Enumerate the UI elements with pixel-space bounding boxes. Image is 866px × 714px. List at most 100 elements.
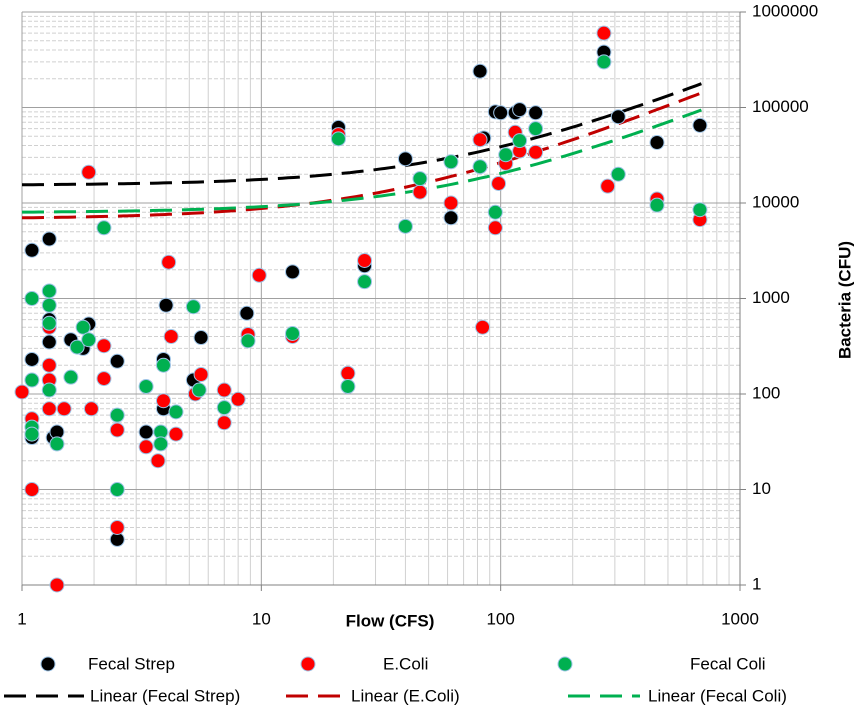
legend-label: Linear (Fecal Coli) [648,686,787,705]
point [443,195,459,211]
point [285,264,301,280]
point [109,520,125,536]
trendline [22,91,702,220]
point [41,334,57,350]
x-axis-label: Flow (CFS) [346,611,435,630]
point [251,267,267,283]
point [109,407,125,423]
point [493,105,509,121]
point [596,54,612,70]
point [150,453,166,469]
point [443,154,459,170]
point [138,424,154,440]
point [491,176,507,192]
legend-label: Linear (Fecal Strep) [90,686,240,705]
legend-label: Fecal Coli [690,654,766,673]
y-tick-label: 1000 [752,288,790,307]
point [472,63,488,79]
point [49,436,65,452]
point [191,382,207,398]
point [153,436,169,452]
legend-label: Linear (E.Coli) [351,686,460,705]
point [96,371,112,387]
point [158,297,174,313]
point [357,274,373,290]
point [63,369,79,385]
point [24,291,40,306]
point [475,319,491,335]
point [472,132,488,148]
point [138,378,154,394]
point [357,252,373,268]
point [109,353,125,369]
point [610,166,626,182]
point [41,283,57,299]
point [340,378,356,394]
point [41,231,57,247]
x-tick-label: 10 [252,609,271,628]
point [649,135,665,151]
point [24,372,40,388]
legend-marker [557,656,573,672]
point [193,367,209,383]
legend-marker [300,656,316,672]
point [75,319,91,335]
point [24,351,40,367]
point [96,338,112,354]
point [498,147,514,163]
x-tick-label: 1 [17,609,26,628]
point [239,305,255,321]
point [487,204,503,220]
point [528,121,544,137]
point [168,404,184,420]
point [109,482,125,497]
point [443,210,459,226]
x-tick-label: 100 [486,609,514,628]
point [412,171,428,187]
point [14,384,30,400]
point [138,439,154,455]
point [412,184,428,200]
point [96,220,112,236]
point [56,401,72,417]
point [472,159,488,175]
point [216,400,232,416]
point [285,326,301,342]
point [512,133,528,149]
point [230,391,246,407]
y-tick-label: 10000 [752,192,799,211]
point [649,197,665,213]
x-tick-label: 1000 [721,609,759,628]
point [24,426,40,442]
point [692,202,708,218]
point [41,382,57,398]
point [24,242,40,258]
point [240,333,256,349]
point [41,357,57,373]
point [340,365,356,381]
point [397,151,413,167]
y-axis-label: Bacteria (CFU) [835,241,854,359]
legend-label: E.Coli [383,654,428,673]
trendline [22,108,702,214]
point [49,577,65,593]
y-tick-label: 100000 [752,97,809,116]
point [528,144,544,160]
point [216,415,232,431]
y-tick-label: 1000000 [752,1,818,20]
point [83,401,99,417]
point [330,131,346,147]
y-tick-label: 100 [752,383,780,402]
point [41,297,57,313]
point [528,105,544,121]
point [155,357,171,373]
point [216,382,232,398]
y-tick-label: 10 [752,479,771,498]
point [109,422,125,438]
point [600,178,616,194]
point [161,254,177,270]
point [692,117,708,133]
point [596,25,612,41]
